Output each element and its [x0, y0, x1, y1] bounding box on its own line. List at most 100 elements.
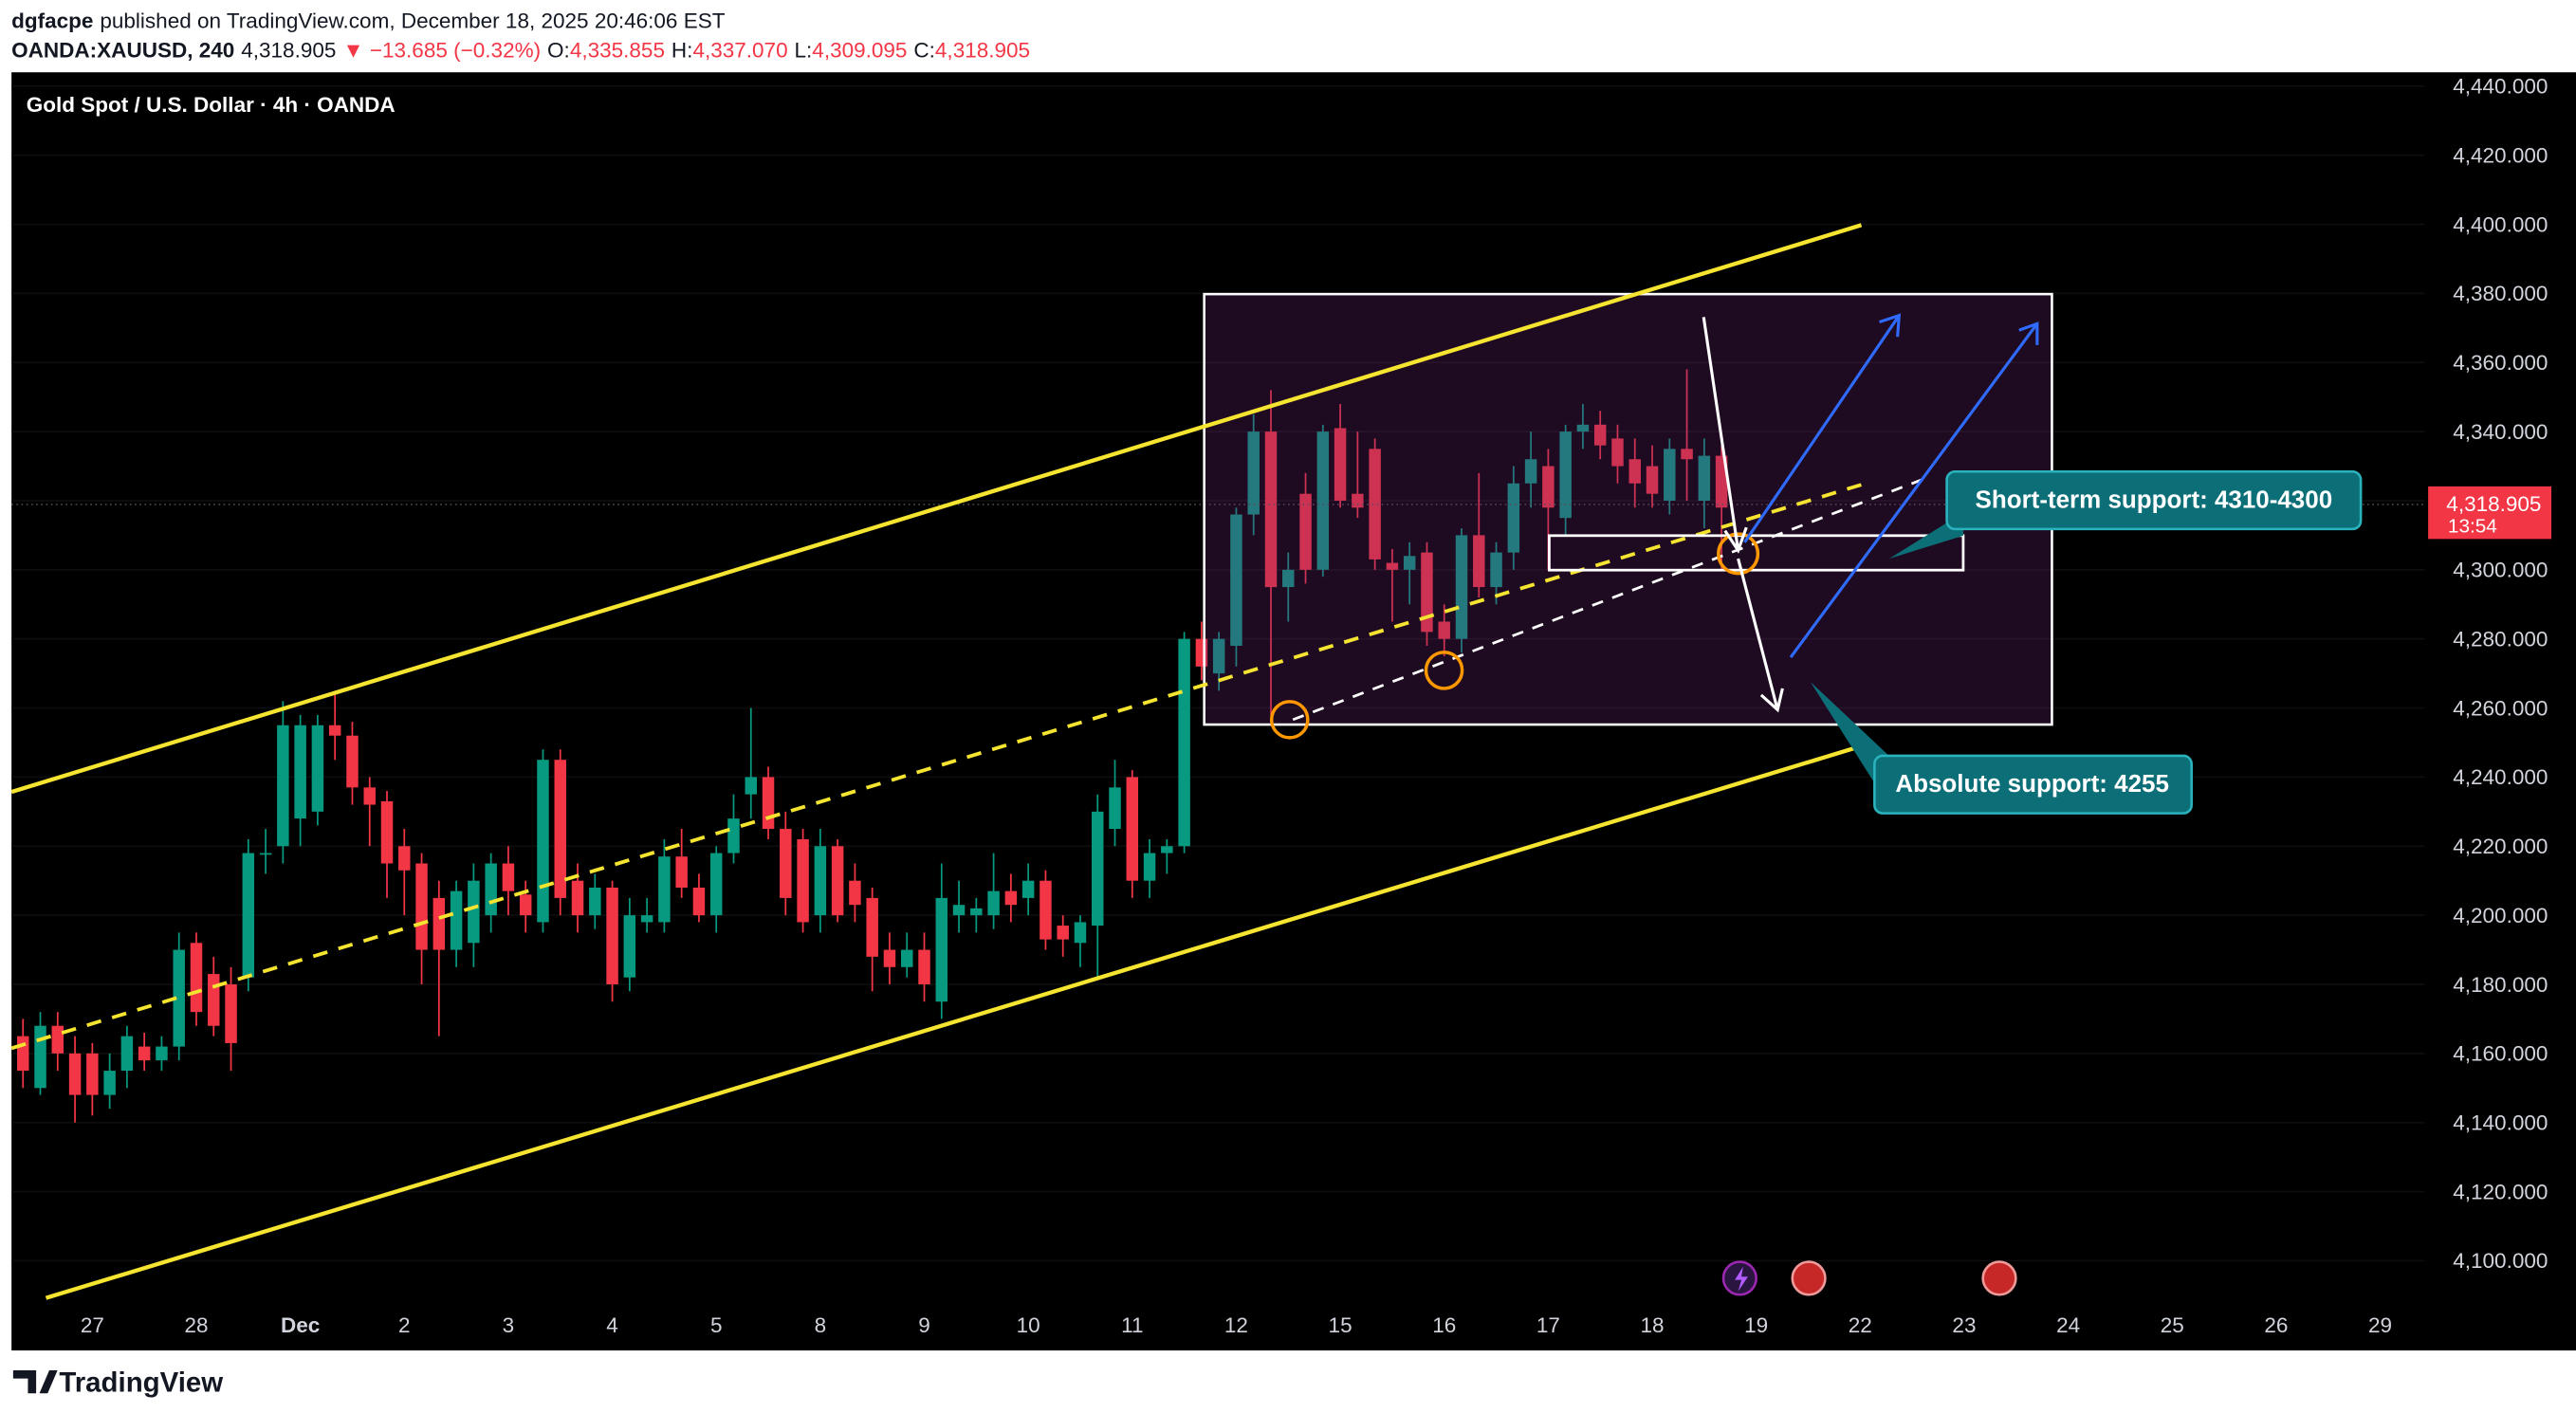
- candle-body: [51, 1025, 64, 1054]
- candle-body: [311, 725, 324, 812]
- publisher: dgfacpe: [11, 9, 93, 32]
- x-tick-label: 15: [1329, 1313, 1352, 1337]
- x-tick-label: 26: [2264, 1313, 2288, 1337]
- candle-body: [762, 777, 775, 830]
- candle-body: [519, 894, 532, 916]
- x-tick-label: 18: [1640, 1313, 1664, 1337]
- candle-body: [1438, 621, 1450, 639]
- header-line: dgfacpe published on TradingView.com, Dec…: [11, 9, 726, 32]
- candle-body: [1698, 455, 1711, 501]
- candle-body: [502, 863, 515, 891]
- candle-body: [1092, 811, 1104, 927]
- candle-body: [1334, 428, 1347, 501]
- range-box: [1203, 292, 2053, 726]
- candle-body: [918, 949, 930, 984]
- candle-body: [537, 760, 549, 923]
- candle-body: [1282, 569, 1295, 588]
- candle-body: [640, 915, 653, 923]
- candle-body: [294, 725, 306, 819]
- candle-body: [1247, 431, 1260, 515]
- x-tick-label: 2: [398, 1313, 411, 1337]
- candle-body: [709, 853, 723, 916]
- candle-body: [1507, 483, 1520, 553]
- published-line: published on TradingView.com, December 1…: [100, 9, 725, 32]
- candle-body: [485, 863, 497, 916]
- ohlc-value: 4,309.095: [812, 39, 907, 63]
- candle-body: [1369, 449, 1381, 560]
- y-tick-label: 4,120.000: [2453, 1180, 2548, 1203]
- y-tick-label: 4,340.000: [2453, 420, 2548, 444]
- x-tick-label: 3: [503, 1313, 515, 1337]
- candle-body: [86, 1053, 99, 1095]
- last: 4,318.905: [241, 39, 336, 63]
- candle-body: [849, 880, 861, 906]
- logo-mark: [12, 1369, 58, 1394]
- symbol: OANDA:XAUUSD, 240: [11, 39, 234, 63]
- callout-text: Short-term support: 4310-4300: [1976, 485, 2333, 513]
- y-tick-label: 4,360.000: [2453, 351, 2548, 375]
- candle-body: [1593, 424, 1607, 446]
- x-tick-label: Dec: [281, 1313, 320, 1337]
- candle-body: [432, 897, 446, 950]
- candle-body: [1403, 556, 1416, 570]
- candle-body: [831, 846, 844, 916]
- countdown: 13:54: [2448, 515, 2497, 537]
- chart-area: [11, 72, 2576, 1351]
- candle-body: [1109, 787, 1121, 830]
- x-tick-label: 29: [2368, 1313, 2392, 1337]
- ohlc-value: 4,337.070: [692, 39, 787, 63]
- trendline: [1292, 475, 1931, 722]
- ohlc-value: 4,318.905: [935, 39, 1030, 63]
- x-tick-label: 16: [1432, 1313, 1456, 1337]
- candle-body: [1143, 853, 1156, 881]
- candle-body: [1178, 638, 1190, 847]
- y-tick-label: 4,440.000: [2453, 75, 2548, 99]
- y-tick-label: 4,240.000: [2453, 765, 2548, 789]
- candle-body: [17, 1036, 29, 1072]
- candle-body: [363, 787, 376, 805]
- callout: [1873, 754, 2193, 815]
- x-tick-label: 24: [2056, 1313, 2080, 1337]
- ohlc-value: 4,335.855: [570, 39, 665, 63]
- support-zone: [1548, 534, 1965, 572]
- callout: [1945, 469, 2363, 531]
- candle-body: [1057, 926, 1069, 940]
- candle-body: [1316, 431, 1330, 570]
- x-tick-label: 4: [606, 1313, 618, 1337]
- x-tick-label: 12: [1224, 1313, 1248, 1337]
- arrows-up: [1743, 313, 2039, 658]
- candle-body: [571, 880, 584, 916]
- x-tick-label: 28: [184, 1313, 208, 1337]
- candle-body: [780, 829, 792, 898]
- x-tick-label: 17: [1536, 1313, 1560, 1337]
- candle-body: [1004, 890, 1018, 906]
- touch-circle: [1717, 532, 1760, 576]
- candle-body: [277, 725, 289, 847]
- candle-body: [883, 949, 896, 967]
- candle-body: [1611, 438, 1624, 467]
- candle-body: [935, 897, 948, 1002]
- callout-pointer: [1810, 682, 1893, 780]
- callout-pointer: [1888, 512, 1963, 560]
- candle-body: [225, 983, 237, 1043]
- candle-body: [242, 853, 255, 978]
- candle-body: [138, 1046, 151, 1061]
- candle-body: [190, 943, 203, 1013]
- x-tick-label: 22: [1849, 1313, 1872, 1337]
- candle-body: [1490, 552, 1502, 588]
- candle-body: [1715, 455, 1728, 508]
- candle-body: [623, 915, 636, 978]
- candle-body: [1646, 466, 1659, 494]
- footer: [0, 1350, 2576, 1413]
- x-tick-label: 10: [1017, 1313, 1040, 1337]
- x-tick-label: 19: [1744, 1313, 1768, 1337]
- candle-body: [1021, 880, 1035, 898]
- candle-body: [797, 838, 809, 923]
- candle-body: [380, 800, 394, 864]
- x-tick-label: 27: [81, 1313, 104, 1337]
- candle-body: [814, 846, 827, 916]
- y-tick-label: 4,300.000: [2453, 559, 2548, 582]
- x-tick-label: 11: [1121, 1313, 1143, 1337]
- touch-circle: [1424, 651, 1464, 690]
- candle-body: [987, 890, 1000, 916]
